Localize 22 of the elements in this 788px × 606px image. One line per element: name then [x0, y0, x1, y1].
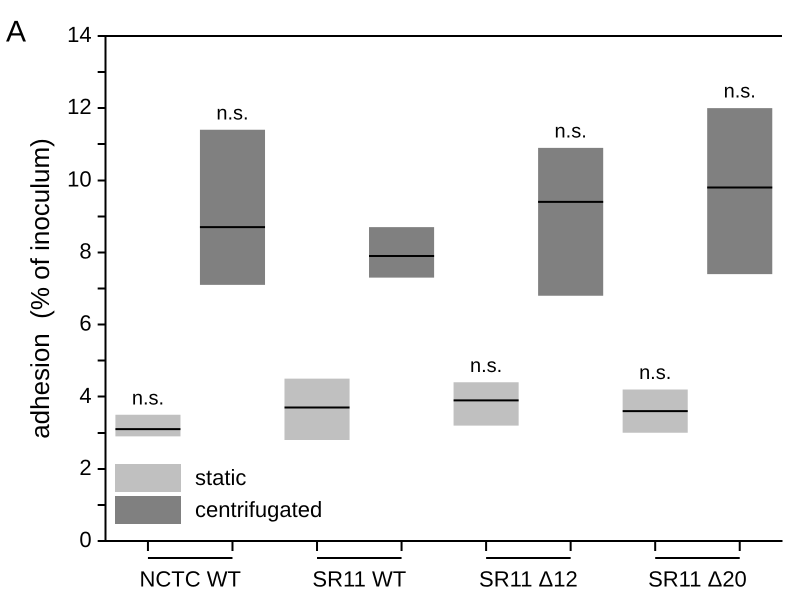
y-tick-label: 8	[79, 238, 92, 264]
x-tick-label: SR11 Δ20	[648, 566, 747, 592]
y-tick-label: 0	[79, 527, 92, 552]
y-tick-label: 6	[79, 310, 92, 336]
x-tick-label: NCTC WT	[140, 566, 241, 592]
y-axis-title: adhesion (% of inoculum)	[24, 138, 55, 439]
legend-label: static	[195, 465, 246, 491]
y-tick-label: 2	[79, 454, 92, 480]
y-tick-label: 12	[67, 94, 92, 120]
annotation: n.s.	[216, 102, 249, 124]
x-tick-label: SR11 WT	[312, 566, 406, 592]
x-tick-label: SR11 Δ12	[479, 566, 578, 592]
annotation: n.s.	[132, 387, 164, 410]
annotation: n.s.	[724, 80, 756, 103]
legend-label: centrifugated	[195, 497, 322, 523]
y-tick-label: 4	[79, 382, 92, 408]
text: A	[6, 15, 26, 48]
annotation: n.s.	[470, 354, 502, 377]
annotation: n.s.	[639, 362, 672, 384]
annotation: n.s.	[554, 120, 587, 142]
y-tick-label: 10	[67, 166, 92, 192]
y-tick-label: 14	[67, 22, 92, 48]
